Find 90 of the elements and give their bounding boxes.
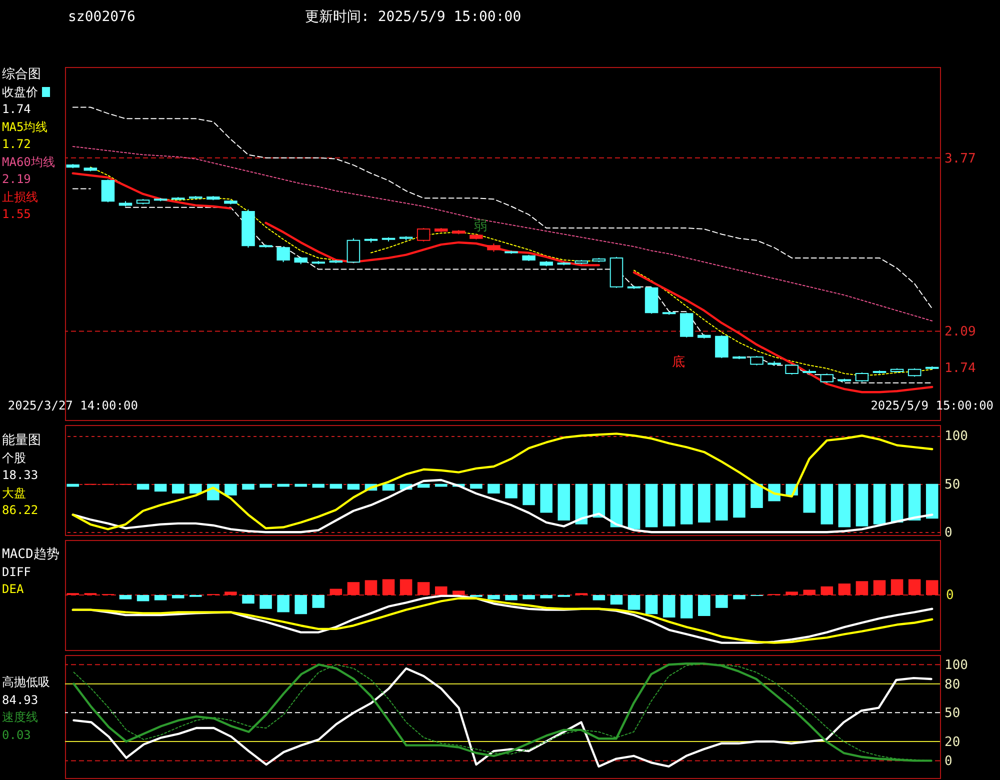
y-tick-label: 1.74	[944, 360, 976, 376]
line-series	[72, 106, 933, 310]
bar	[838, 584, 851, 595]
y-tick-label: 3.77	[944, 151, 976, 166]
candlestick	[820, 373, 834, 384]
bar	[662, 595, 676, 618]
y-tick-label: 0	[944, 526, 952, 541]
bar	[610, 595, 623, 605]
text: 1.74	[2, 101, 31, 118]
candlestick	[785, 364, 798, 376]
bar	[119, 595, 132, 600]
text: 大盘	[2, 484, 26, 502]
bar	[452, 590, 465, 595]
legend-label: 收盘价	[2, 84, 39, 100]
text: 止损线	[2, 188, 38, 206]
bar	[786, 592, 798, 595]
bar	[172, 595, 184, 598]
series-label: MA60均线	[2, 154, 55, 170]
y-tick-label: 80	[944, 677, 960, 692]
text: 2.19	[2, 171, 31, 188]
bar	[873, 580, 886, 595]
text: 高抛低吸	[2, 674, 50, 691]
y-tick-label: 100	[944, 658, 968, 674]
bar	[592, 595, 606, 600]
bar	[628, 595, 640, 610]
line-series	[72, 478, 934, 534]
candlestick	[680, 312, 694, 338]
bar	[330, 588, 342, 595]
bar	[382, 579, 395, 595]
bar	[926, 580, 938, 595]
y-tick-label: 50	[944, 706, 960, 722]
bar	[716, 595, 728, 608]
bar	[645, 595, 658, 614]
bar	[136, 595, 150, 602]
y-tick-label: 20	[944, 734, 960, 750]
bar	[364, 580, 378, 595]
candlestick	[346, 238, 360, 264]
text: MA5均线	[2, 118, 48, 136]
candlestick	[416, 228, 430, 242]
bar	[434, 586, 448, 595]
bar	[488, 595, 500, 600]
bar	[347, 582, 360, 595]
bar	[260, 595, 272, 609]
bar	[733, 595, 746, 600]
bar	[294, 595, 307, 614]
text: 0.03	[2, 726, 31, 744]
bar	[820, 586, 834, 595]
bar	[312, 595, 325, 608]
text: 速度线	[2, 709, 38, 726]
text: sz002076	[68, 9, 136, 26]
text: 个股	[2, 450, 26, 466]
candlestick	[101, 179, 115, 203]
bar	[400, 579, 412, 595]
chart-title: MACD趋势	[2, 546, 60, 563]
bar	[890, 579, 904, 595]
y-tick-label: 100	[944, 429, 968, 444]
line-series	[72, 432, 934, 530]
text: 86.22	[2, 502, 38, 519]
bar	[803, 590, 816, 595]
text: 1.72	[2, 136, 31, 153]
bar	[856, 581, 868, 595]
bar	[242, 595, 254, 604]
bar	[522, 595, 535, 600]
bar	[154, 595, 167, 600]
candlestick	[855, 372, 869, 382]
bar	[680, 595, 693, 618]
chart-title: 综合图	[2, 66, 41, 83]
bar	[505, 595, 518, 600]
candlestick	[715, 334, 728, 359]
text: DIFF	[2, 564, 31, 580]
bar	[540, 595, 552, 598]
annotation: 弱	[474, 218, 487, 235]
y-tick-label: 2.09	[944, 324, 976, 340]
text: 18.33	[2, 467, 38, 484]
text: 能量图	[2, 432, 41, 449]
candlestick	[750, 356, 764, 366]
line-series	[72, 146, 933, 322]
bar	[277, 595, 290, 612]
candlestick	[276, 246, 290, 263]
text: 84.93	[2, 692, 38, 708]
text: DEA	[2, 581, 24, 598]
y-tick-label: 0	[944, 754, 952, 770]
text: 更新时间: 2025/5/9 15:00:00	[305, 9, 522, 26]
annotation: 底	[672, 354, 685, 371]
y-tick-label: 50	[944, 477, 960, 492]
bar	[224, 592, 237, 595]
text: 1.55	[2, 206, 31, 223]
bar	[908, 579, 921, 595]
bar	[417, 582, 430, 595]
bar	[698, 595, 710, 616]
